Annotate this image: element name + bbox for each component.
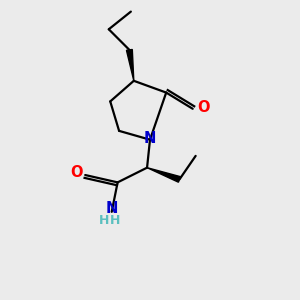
Text: O: O	[70, 165, 82, 180]
Text: O: O	[197, 100, 209, 115]
Text: N: N	[144, 131, 156, 146]
Text: N: N	[106, 201, 118, 216]
Polygon shape	[147, 168, 181, 182]
Polygon shape	[127, 50, 134, 81]
Text: H: H	[110, 214, 120, 227]
Text: H: H	[99, 214, 110, 227]
